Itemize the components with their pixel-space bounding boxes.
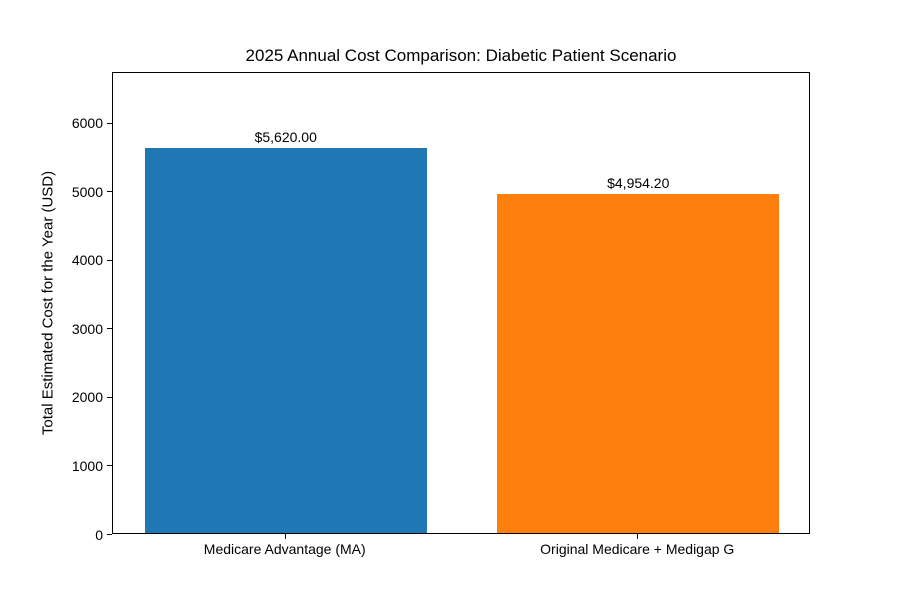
x-tick-mark — [637, 534, 639, 539]
x-tick-mark — [284, 534, 286, 539]
y-tick-label: 3000 — [71, 320, 103, 337]
y-tick-mark — [107, 465, 112, 467]
y-tick-label: 5000 — [71, 183, 103, 200]
y-tick-label: 6000 — [71, 115, 103, 132]
bar-original-medicare-medigap-g — [497, 193, 780, 533]
y-tick-label: 0 — [95, 526, 103, 543]
y-tick-mark — [107, 191, 112, 193]
y-tick-label: 1000 — [71, 457, 103, 474]
bar-value-label: $4,954.20 — [607, 174, 670, 191]
x-tick-label: Medicare Advantage (MA) — [203, 541, 366, 557]
y-tick-mark — [107, 122, 112, 124]
y-tick-mark — [107, 396, 112, 398]
y-tick-mark — [107, 534, 112, 535]
y-tick-label: 4000 — [71, 252, 103, 269]
y-tick-mark — [107, 328, 112, 330]
y-tick-label: 2000 — [71, 389, 103, 406]
y-axis-label-text: Total Estimated Cost for the Year (USD) — [39, 170, 57, 436]
y-tick-mark — [107, 259, 112, 261]
plot-area: $5,620.00 $4,954.20 — [112, 72, 810, 534]
bar-medicare-advantage-ma — [144, 148, 427, 533]
bar-value-label: $5,620.00 — [254, 129, 317, 145]
chart-title: 2025 Annual Cost Comparison: Diabetic Pa… — [245, 46, 677, 65]
x-tick-label: Original Medicare + Medigap G — [540, 541, 735, 557]
